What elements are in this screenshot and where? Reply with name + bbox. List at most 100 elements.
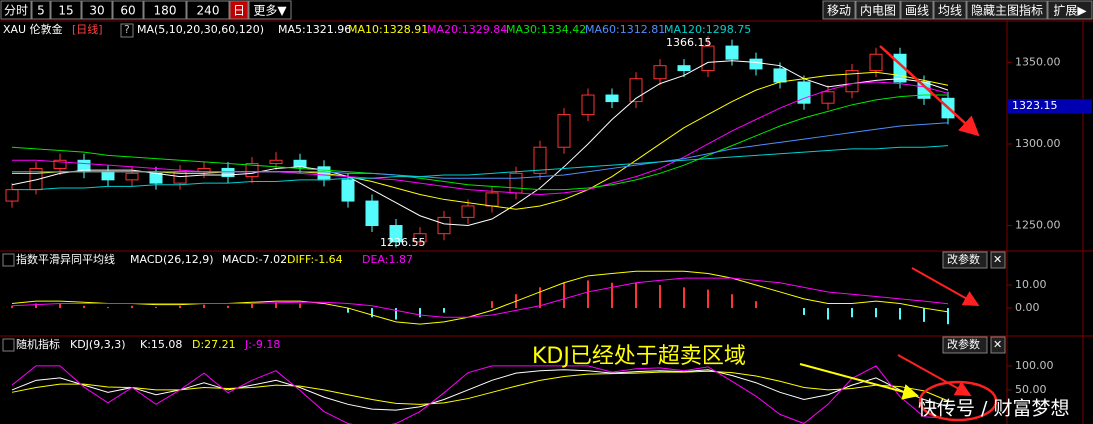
candle-body: [269, 159, 283, 165]
toolbar-button[interactable]: [112, 0, 144, 20]
toolbar-button-label[interactable]: 画线: [905, 4, 929, 18]
candle-body: [677, 65, 691, 72]
y-tick-label: 1350.00: [1015, 55, 1061, 68]
panel-header-text: J:-9.18: [244, 338, 280, 351]
red-arrow: [911, 267, 980, 306]
toolbar-button-label[interactable]: 15: [58, 4, 73, 18]
candle-body: [653, 65, 667, 80]
high-label: 1366.15: [666, 36, 712, 49]
toolbar-button[interactable]: [186, 0, 230, 20]
help-icon: [2, 338, 15, 352]
toolbar-button-label[interactable]: 隐藏主图指标: [971, 3, 1043, 18]
close-button[interactable]: [990, 251, 1006, 269]
candle-body: [101, 171, 115, 181]
overlay: KDJ已经处于超卖区域 快传号 / 财富梦想: [532, 45, 1069, 422]
candle-body: [461, 205, 475, 218]
close-button[interactable]: [990, 336, 1006, 354]
red-arrow: [879, 45, 980, 137]
toolbar-button[interactable]: [143, 0, 187, 20]
candle-body: [293, 159, 307, 168]
candle-body: [581, 94, 595, 116]
plots: 1350.00 1300.00 1250.00 XAU 伦敦金 [日线]? MA(5,10…: [2, 22, 1092, 424]
toolbar-button-label[interactable]: 240: [197, 4, 220, 18]
legend-entry: MA10:1328.91: [348, 23, 428, 36]
toolbar-button[interactable]: [50, 0, 82, 20]
candle-body: [869, 53, 883, 72]
toolbar-button[interactable]: [0, 0, 32, 20]
candle-body: [629, 78, 643, 103]
panel-header-text: D:27.21: [192, 338, 236, 351]
toolbar-button[interactable]: [933, 0, 967, 20]
indicator-line: [12, 145, 949, 191]
legend-entry: MA60:1312.81: [585, 23, 665, 36]
candle-body: [389, 225, 403, 243]
toolbar-button[interactable]: [966, 0, 1048, 20]
y-tick-label: 100.00: [1015, 359, 1054, 372]
toolbar-button[interactable]: [248, 0, 292, 20]
panel-header-text: 指数平滑异同平均线: [16, 252, 115, 266]
toolbar-button-label[interactable]: 均线: [938, 4, 962, 18]
panel-header-text: KDJ(9,3,3): [70, 338, 126, 351]
candle-body: [773, 68, 787, 83]
toolbar-button-label[interactable]: 分时: [4, 4, 28, 18]
help-icon: [120, 23, 134, 38]
low-label: 1236.55: [380, 236, 426, 249]
toolbar-button-label[interactable]: 日: [233, 4, 245, 18]
param-button-label[interactable]: 改参数: [947, 337, 980, 351]
candle-body: [557, 114, 571, 148]
indicator-line: [11, 365, 949, 424]
toolbar-button[interactable]: [822, 0, 856, 20]
toolbar-button-label[interactable]: 5: [37, 4, 45, 18]
panel-header-text: [日线]: [72, 22, 103, 36]
panel-header-text: K:15.08: [140, 338, 182, 351]
candle-body: [821, 91, 835, 104]
toolbar-button-label[interactable]: 内电图: [860, 4, 896, 18]
indicator-line: [11, 370, 949, 405]
legend-entry: MA120:1298.75: [664, 23, 751, 36]
toolbar-button-label[interactable]: 60: [120, 4, 135, 18]
candle-body: [845, 70, 859, 93]
panel-header-text: ?: [124, 23, 130, 36]
candle-body: [749, 58, 763, 70]
close-button-label[interactable]: ✕: [993, 338, 1002, 351]
toolbar-button[interactable]: [855, 0, 901, 20]
param-button-label[interactable]: 改参数: [947, 252, 980, 266]
y-tick-label: 10.00: [1015, 278, 1047, 291]
y-tick-label: 0.00: [1015, 301, 1040, 314]
candle-body: [509, 172, 523, 194]
toolbar-button[interactable]: [31, 0, 51, 20]
annotation: KDJ已经处于超卖区域: [532, 344, 746, 369]
toolbar-button-label[interactable]: 更多▼: [253, 4, 287, 18]
indicator-line: [11, 60, 949, 227]
close-button-label[interactable]: ✕: [993, 253, 1002, 266]
indicator-line: [11, 94, 948, 191]
candle-body: [725, 45, 739, 60]
candle-body: [149, 172, 163, 184]
indicator-line: [12, 122, 949, 179]
toolbar-button[interactable]: [81, 0, 113, 20]
red-arrow: [897, 354, 972, 396]
panel-header-text: XAU 伦敦金: [3, 22, 63, 36]
y-tick-label: 1250.00: [1015, 219, 1061, 232]
help-icon: [2, 253, 15, 267]
indicator-line: [12, 71, 949, 210]
y-tick-label: 50.00: [1015, 383, 1047, 396]
toolbar-button[interactable]: [900, 0, 934, 20]
candle-body: [485, 192, 499, 207]
param-button[interactable]: [942, 336, 988, 354]
toolbar-button-label[interactable]: 180: [154, 4, 177, 18]
param-button[interactable]: [942, 251, 988, 269]
panel-header-text: DEA:1.87: [362, 253, 413, 266]
candle-body: [701, 45, 715, 72]
toolbar-button-label[interactable]: 移动: [827, 4, 851, 18]
legend-entry: MA30:1334.42: [506, 23, 586, 36]
candle-body: [341, 179, 355, 202]
toolbar-button-label[interactable]: 30: [89, 4, 104, 18]
toolbar-button[interactable]: [1047, 0, 1093, 20]
current-price-label: 1323.15: [1012, 99, 1058, 112]
toolbar-button-label[interactable]: 扩展▶: [1053, 4, 1087, 18]
panel-header-text: MACD:-7.02: [222, 253, 287, 266]
toolbar-button[interactable]: [229, 0, 249, 20]
